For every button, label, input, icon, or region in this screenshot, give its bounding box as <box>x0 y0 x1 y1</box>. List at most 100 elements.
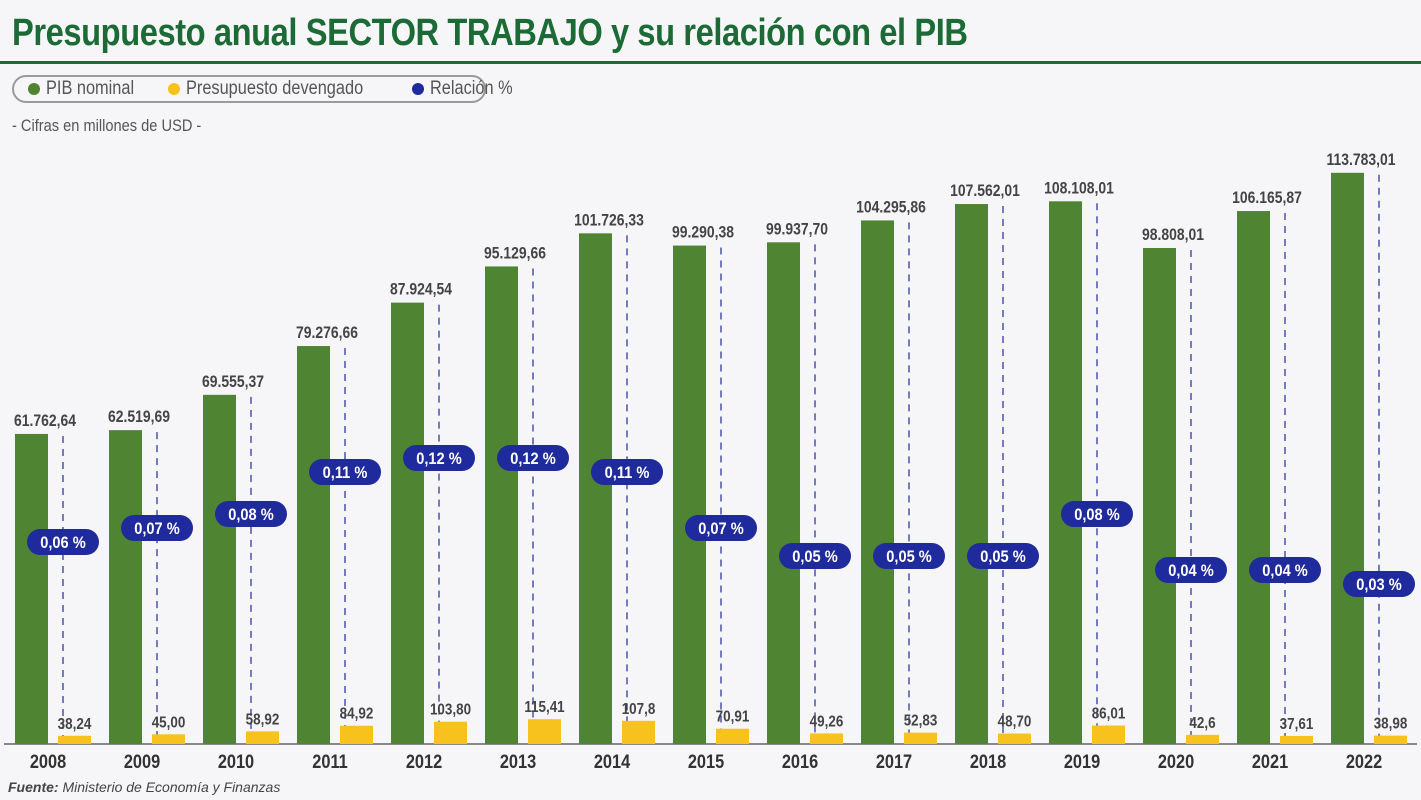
relation-pill-2022 <box>1343 571 1415 597</box>
category-label-2009: 2009 <box>124 751 160 772</box>
relation-value-label-2015: 0,07 % <box>698 520 743 538</box>
category-label-2012: 2012 <box>406 751 442 772</box>
budget-bar-2015 <box>716 728 749 744</box>
budget-value-label-2010: 58,92 <box>246 711 280 728</box>
relation-value-label-2021: 0,04 % <box>1262 562 1307 580</box>
budget-value-label-2008: 38,24 <box>58 716 92 733</box>
pib-value-label-2021: 106.165,87 <box>1232 189 1302 208</box>
relation-value-label-2019: 0,08 % <box>1074 506 1119 524</box>
source-note: Fuente: Ministerio de Economía y Finanza… <box>8 779 280 795</box>
relation-value-label-2013: 0,12 % <box>510 450 555 468</box>
pib-value-label-2017: 104.295,86 <box>856 198 926 217</box>
relation-pill-2015 <box>685 515 757 541</box>
pib-value-label-2016: 99.937,70 <box>766 220 828 239</box>
category-label-2013: 2013 <box>500 751 536 772</box>
category-label-2022: 2022 <box>1346 751 1382 772</box>
category-label-2015: 2015 <box>688 751 724 772</box>
pib-bar-2015 <box>673 245 706 744</box>
legend-swatch-relacion <box>412 83 425 95</box>
pib-value-label-2008: 61.762,64 <box>14 412 76 431</box>
pib-bar-2017 <box>861 220 894 744</box>
pib-value-label-2020: 98.808,01 <box>1142 226 1204 245</box>
legend-swatch-presupuesto <box>168 83 181 95</box>
pib-value-label-2013: 95.129,66 <box>484 244 546 263</box>
pib-bar-2010 <box>203 394 236 744</box>
relation-pill-2008 <box>27 529 99 555</box>
budget-bar-2017 <box>904 732 937 744</box>
pib-value-label-2022: 113.783,01 <box>1327 151 1396 170</box>
budget-bar-2021 <box>1280 735 1313 744</box>
pib-bar-2022 <box>1331 172 1364 744</box>
legend-item-relacion: Relación % <box>412 78 526 100</box>
relation-pill-2021 <box>1249 557 1321 583</box>
budget-bar-2008 <box>58 735 91 744</box>
source-label: Fuente: <box>8 779 59 795</box>
relation-pill-2009 <box>121 515 193 541</box>
relation-value-label-2016: 0,05 % <box>792 548 837 566</box>
title-rule <box>0 61 1421 64</box>
budget-bar-2009 <box>152 734 185 744</box>
relation-pill-2013 <box>497 445 569 471</box>
budget-value-label-2016: 49,26 <box>810 713 844 730</box>
budget-value-label-2014: 107,8 <box>622 701 656 718</box>
relation-value-label-2011: 0,11 % <box>323 464 368 482</box>
relation-pill-2010 <box>215 501 287 527</box>
category-label-2019: 2019 <box>1064 751 1100 772</box>
relation-pill-2019 <box>1061 501 1133 527</box>
budget-bar-2010 <box>246 731 279 744</box>
legend-item-presupuesto: Presupuesto devengado <box>168 78 392 100</box>
relation-pill-2018 <box>967 543 1039 569</box>
relation-value-label-2020: 0,04 % <box>1168 562 1213 580</box>
budget-bar-2019 <box>1092 725 1125 744</box>
budget-bar-2020 <box>1186 734 1219 744</box>
pib-bar-2014 <box>579 233 612 745</box>
relation-value-label-2017: 0,05 % <box>886 548 931 566</box>
category-label-2014: 2014 <box>594 751 630 772</box>
budget-bar-2014 <box>622 720 655 744</box>
chart-title: Presupuesto anual SECTOR TRABAJO y su re… <box>12 12 968 54</box>
pib-value-label-2011: 79.276,66 <box>296 324 358 343</box>
legend: PIB nominal Presupuesto devengado Relaci… <box>12 75 513 103</box>
pib-value-label-2009: 62.519,69 <box>108 408 170 427</box>
pib-bar-2009 <box>109 430 142 744</box>
budget-value-label-2012: 103,80 <box>430 702 471 719</box>
legend-label-relacion: Relación % <box>430 78 514 99</box>
relation-pill-2017 <box>873 543 945 569</box>
budget-value-label-2022: 38,98 <box>1374 716 1408 733</box>
pib-bar-2013 <box>485 266 518 744</box>
source-text: Ministerio de Economía y Finanzas <box>62 779 281 795</box>
relation-pill-2012 <box>403 445 475 471</box>
relation-value-label-2009: 0,07 % <box>134 520 179 538</box>
chart-subtitle: - Cifras en millones de USD - <box>12 116 202 135</box>
budget-value-label-2011: 84,92 <box>340 706 374 723</box>
budget-bar-2013 <box>528 719 561 744</box>
category-label-2008: 2008 <box>30 751 66 772</box>
budget-value-label-2021: 37,61 <box>1280 716 1314 733</box>
budget-value-label-2009: 45,00 <box>152 714 186 731</box>
pib-value-label-2015: 99.290,38 <box>672 223 734 242</box>
category-label-2010: 2010 <box>218 751 254 772</box>
budget-value-label-2015: 70,91 <box>716 709 750 726</box>
legend-label-pib: PIB nominal <box>46 78 135 99</box>
budget-value-label-2017: 52,83 <box>904 713 938 730</box>
category-label-2011: 2011 <box>312 751 348 772</box>
pib-value-label-2014: 101.726,33 <box>574 211 644 230</box>
pib-bar-2018 <box>955 204 988 745</box>
pib-bar-2008 <box>15 433 48 744</box>
pib-bar-2016 <box>767 242 800 744</box>
relation-pill-2020 <box>1155 557 1227 583</box>
budget-bar-2016 <box>810 733 843 744</box>
relation-value-label-2018: 0,05 % <box>980 548 1025 566</box>
pib-value-label-2019: 108.108,01 <box>1044 179 1114 198</box>
pib-bar-2020 <box>1143 247 1176 744</box>
category-label-2020: 2020 <box>1158 751 1194 772</box>
pib-bar-2021 <box>1237 211 1270 744</box>
pib-value-label-2012: 87.924,54 <box>390 280 452 299</box>
budget-bar-2011 <box>340 725 373 744</box>
pib-value-label-2010: 69.555,37 <box>202 373 264 392</box>
pib-value-label-2018: 107.562,01 <box>950 182 1020 201</box>
relation-value-label-2012: 0,12 % <box>416 450 461 468</box>
pib-bar-2012 <box>391 302 424 744</box>
pib-bar-2019 <box>1049 201 1082 744</box>
budget-bar-2012 <box>434 721 467 744</box>
